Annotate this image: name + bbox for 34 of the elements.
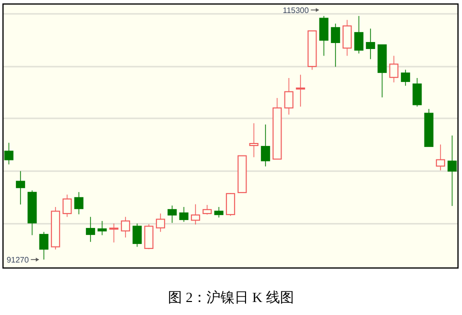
candlestick	[214, 206, 224, 218]
candlestick	[98, 220, 107, 236]
annotation: 115300	[282, 6, 310, 15]
candlestick	[74, 192, 84, 215]
annotation: 91270	[6, 256, 30, 265]
candlestick	[144, 224, 154, 250]
candlestick	[260, 124, 270, 167]
candlestick	[132, 222, 142, 248]
candlestick	[436, 144, 446, 171]
candlestick	[389, 55, 398, 83]
candlestick	[342, 19, 352, 56]
candlestick	[249, 122, 258, 158]
candlestick	[400, 69, 410, 86]
candlestick	[354, 15, 364, 54]
candlestick	[4, 142, 14, 165]
candlestick	[366, 28, 376, 60]
candlestick	[284, 78, 294, 116]
candlestick	[168, 205, 177, 224]
candlestick	[319, 15, 328, 56]
candlestick	[330, 23, 340, 68]
candlestick	[202, 204, 212, 216]
candlestick	[190, 204, 200, 226]
candlestick	[156, 213, 166, 232]
candlestick	[120, 216, 130, 238]
candlestick	[86, 216, 96, 242]
candlestick	[179, 206, 188, 222]
candlestick	[109, 222, 118, 243]
candlestick	[296, 74, 306, 108]
candlestick	[448, 134, 457, 206]
candlestick	[226, 192, 236, 216]
candlestick	[412, 78, 422, 108]
candlestick	[16, 170, 26, 206]
text: 图 2：沪镍日 K 线图	[168, 290, 294, 306]
candlestick	[62, 194, 72, 218]
